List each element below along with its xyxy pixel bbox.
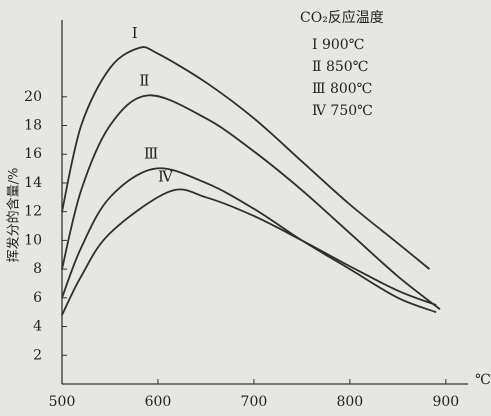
y-tick-label: 10	[24, 232, 42, 248]
series-line	[61, 167, 437, 314]
y-axis-label: 挥发分的含量/%	[6, 168, 22, 263]
x-tick-label: 800	[336, 394, 363, 410]
y-tick-label: 16	[24, 146, 42, 162]
y-tick-label: 14	[24, 175, 42, 191]
x-tick-label: 900	[432, 394, 459, 410]
legend-title: CO₂反应温度	[300, 9, 384, 26]
curve-label: Ⅱ	[139, 71, 149, 89]
y-tick-label: 8	[33, 261, 42, 277]
legend-entry: Ⅱ 850℃	[312, 59, 368, 75]
y-tick-label: 6	[33, 290, 42, 306]
curve-label: Ⅰ	[132, 24, 138, 42]
curve-label: Ⅲ	[144, 145, 158, 163]
series-line	[61, 188, 437, 316]
series-line	[61, 94, 441, 311]
legend-entry: Ⅰ 900℃	[312, 37, 364, 53]
y-tick-label: 2	[33, 347, 42, 363]
legend-entry: Ⅲ 800℃	[312, 81, 372, 97]
y-tick-label: 18	[24, 118, 42, 134]
x-tick-label: 600	[145, 394, 172, 410]
y-tick-label: 4	[33, 319, 42, 335]
series-line	[61, 46, 431, 270]
curve-label: Ⅳ	[158, 168, 174, 186]
legend-entry: Ⅳ 750℃	[312, 103, 373, 119]
y-tick-label: 20	[24, 89, 42, 105]
x-unit: ℃	[475, 372, 491, 388]
x-tick-label: 700	[241, 394, 268, 410]
x-tick-label: 500	[49, 394, 76, 410]
y-tick-label: 12	[24, 204, 42, 220]
